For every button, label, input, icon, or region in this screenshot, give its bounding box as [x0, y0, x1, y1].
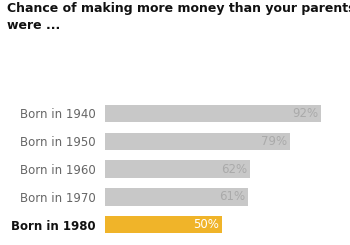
Bar — [105, 160, 250, 178]
Bar — [105, 133, 290, 150]
Bar — [105, 105, 321, 122]
Text: 61%: 61% — [219, 190, 245, 203]
Text: 92%: 92% — [292, 107, 318, 120]
Text: 62%: 62% — [222, 162, 247, 176]
Bar — [105, 216, 222, 233]
Text: 50%: 50% — [194, 218, 219, 231]
Text: 79%: 79% — [261, 135, 287, 148]
Text: Chance of making more money than your parents if you
were ...: Chance of making more money than your pa… — [7, 2, 350, 32]
Bar — [105, 188, 248, 206]
